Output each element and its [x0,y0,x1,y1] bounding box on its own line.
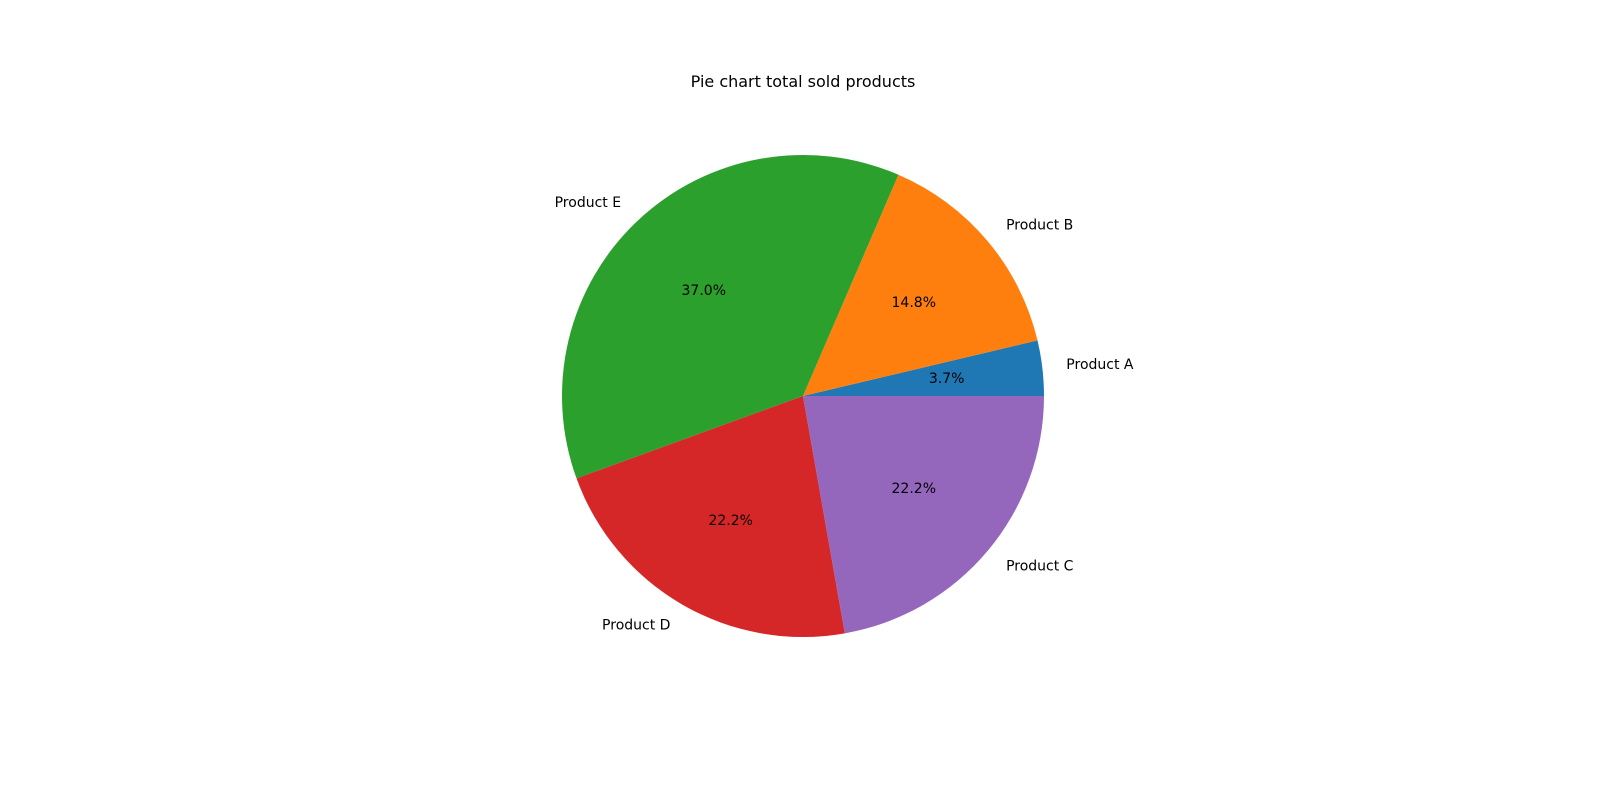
pie-slice-product-a [803,340,1044,396]
chart-title: Pie chart total sold products [691,72,916,91]
slice-percent-label: 22.2% [708,513,752,529]
slice-label: Product D [602,618,670,634]
slice-percent-label: 14.8% [892,295,936,311]
slice-label: Product E [555,195,621,211]
slice-label: Product B [1006,218,1073,234]
pie-slice-product-c [803,396,1044,634]
pie-slice-product-e [562,155,899,479]
pie-slice-product-d [576,396,845,637]
slice-percent-label: 3.7% [929,371,965,387]
slice-percent-label: 22.2% [892,481,936,497]
slice-label: Product C [1006,558,1074,574]
slice-label: Product A [1066,357,1134,373]
slice-percent-label: 37.0% [682,283,726,299]
pie-slice-product-b [803,174,1038,396]
pie-slices [562,155,1044,637]
pie-labels: Product A 3.7% Product B 14.8% Product E 37.0… [555,195,1134,633]
